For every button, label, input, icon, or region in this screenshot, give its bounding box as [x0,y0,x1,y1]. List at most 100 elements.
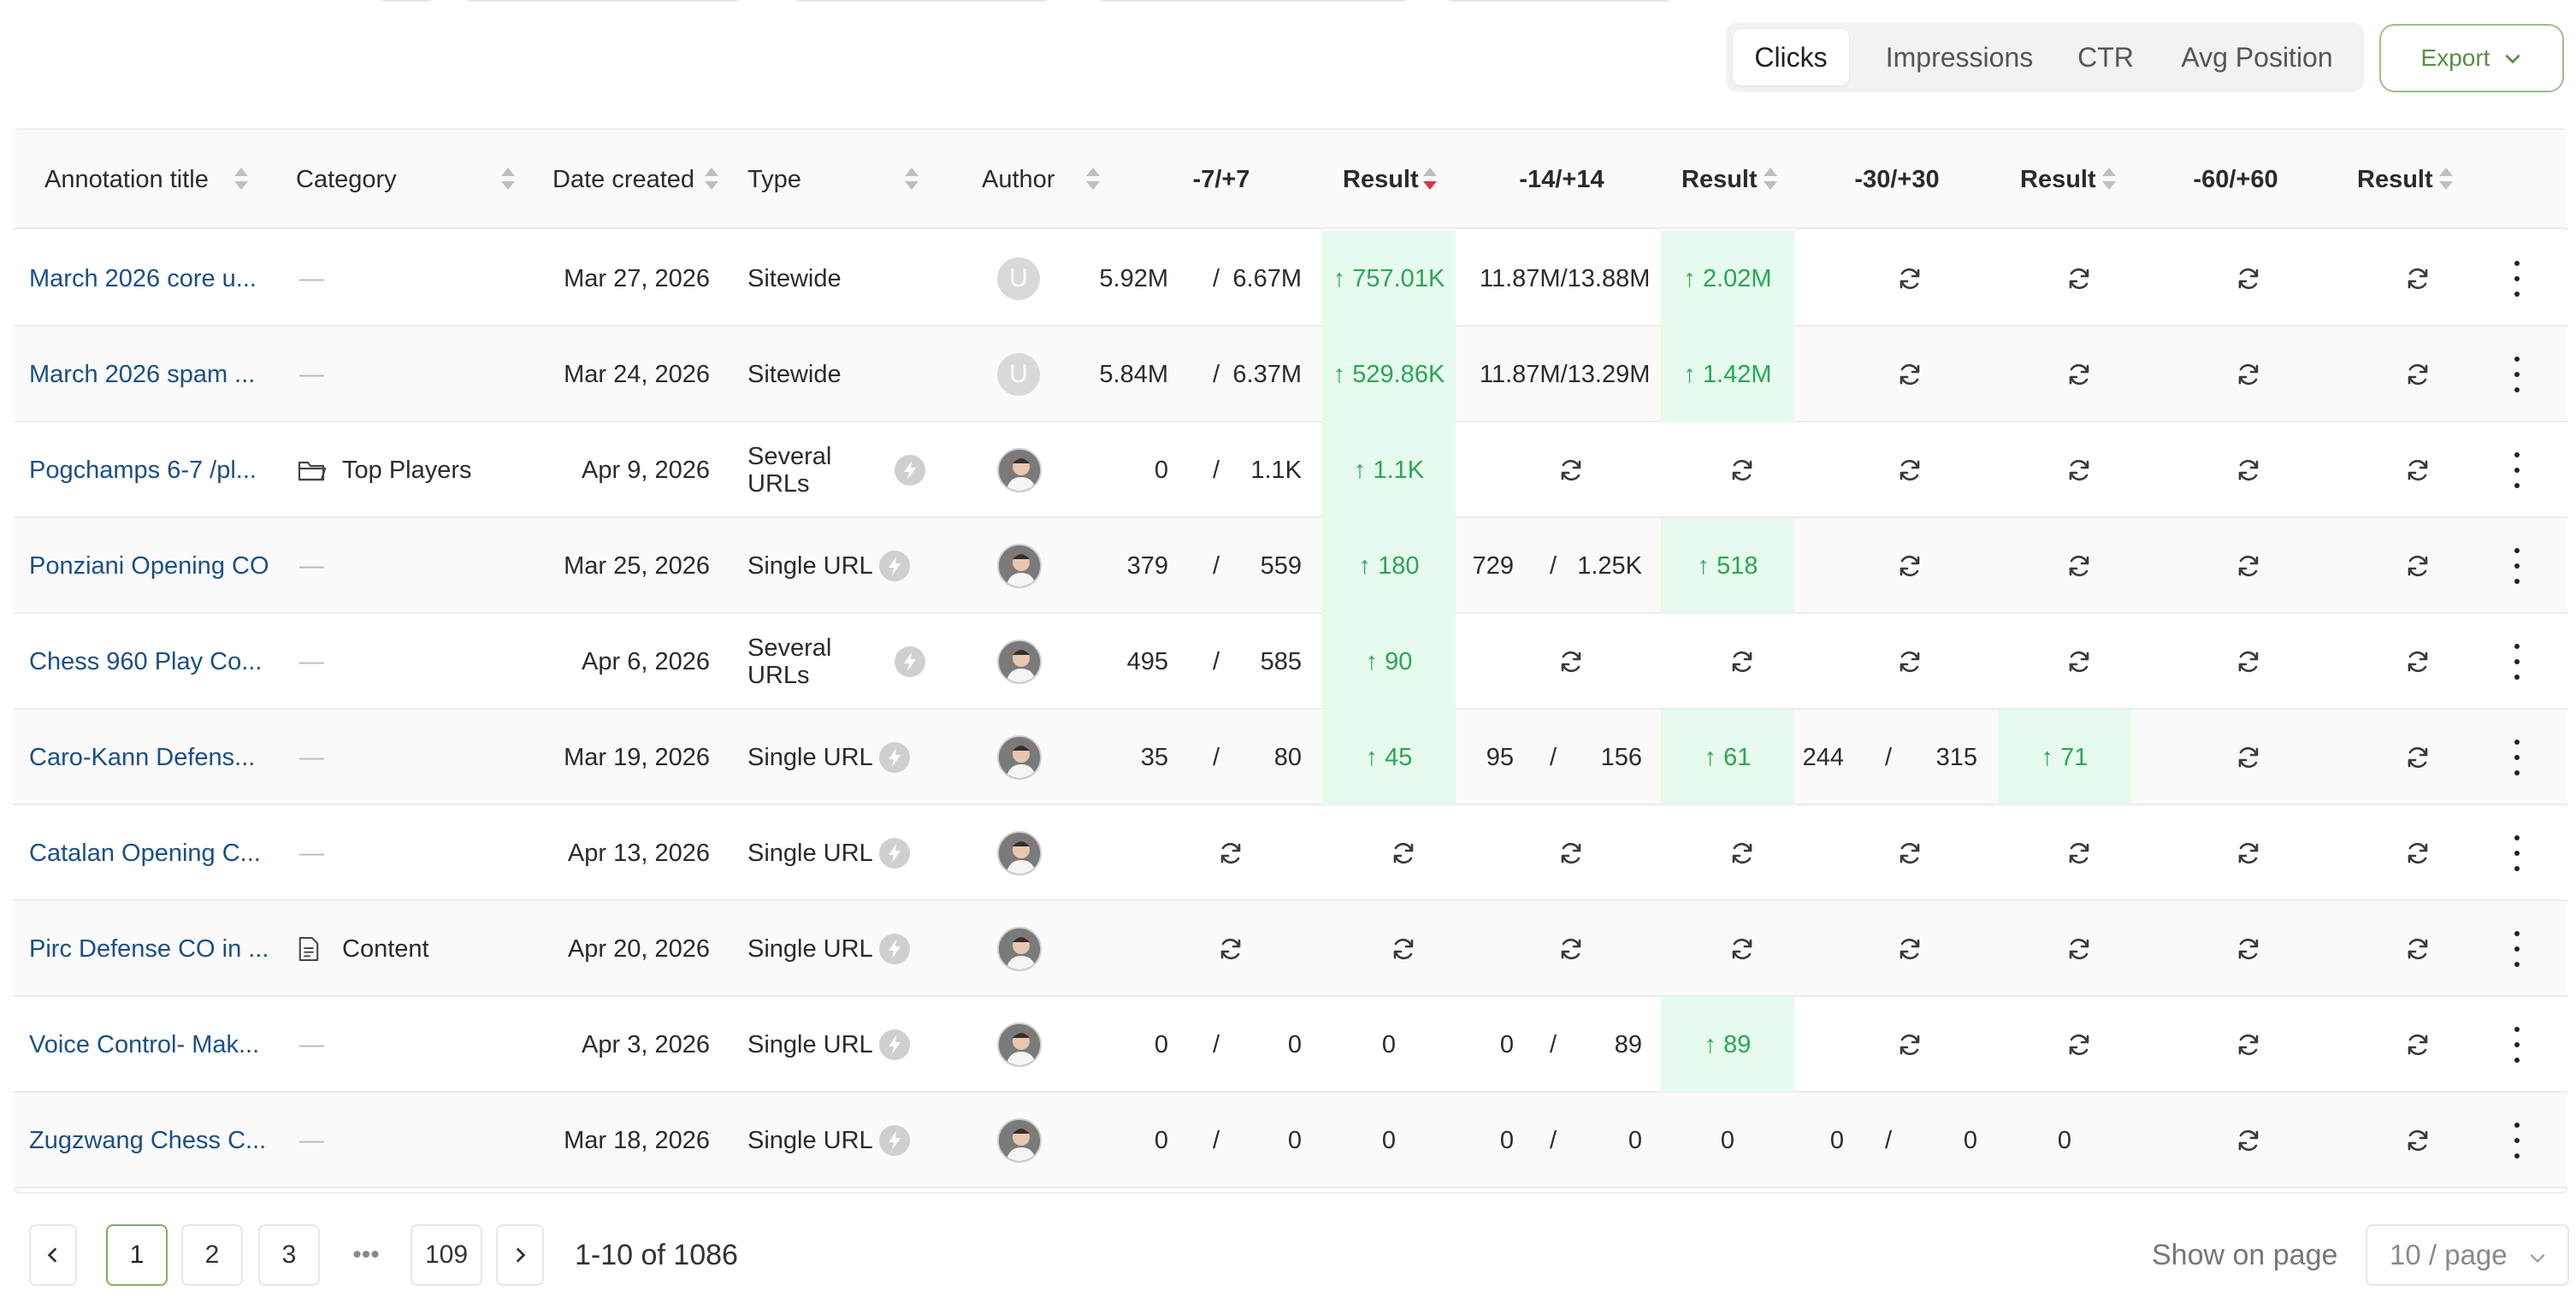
export-button[interactable]: Export [2379,24,2564,92]
annotation-title-link[interactable]: March 2026 spam ... [29,360,256,388]
annotation-title-link[interactable]: Zugzwang Chess C... [29,1126,267,1154]
page-3-button[interactable]: 3 [258,1224,320,1286]
col-result-14[interactable]: Result [1681,165,1758,193]
col-result-60[interactable]: Result [2357,165,2433,193]
refresh-icon[interactable] [1558,649,1584,675]
refresh-icon[interactable] [2405,1128,2431,1153]
refresh-icon[interactable] [1729,649,1755,675]
row-menu-icon[interactable] [2504,1023,2530,1066]
sort-icon-type[interactable] [905,168,919,193]
annotation-title-link[interactable]: Ponziani Opening CO [29,551,269,580]
col-type[interactable]: Type [747,165,801,193]
sort-icon-date[interactable] [705,168,718,193]
filter-select-1[interactable] [376,0,436,2]
table-row[interactable] [14,327,2567,422]
table-row[interactable] [14,518,2567,614]
sort-icon-result-14[interactable] [1764,168,1777,193]
tab-avg-position[interactable]: Avg Position [2181,41,2333,73]
refresh-icon[interactable] [1897,936,1923,962]
sort-icon-result-7[interactable] [1423,168,1437,193]
refresh-icon[interactable] [2236,745,2261,770]
refresh-icon[interactable] [2405,553,2431,579]
page-1-button[interactable]: 1 [106,1224,168,1286]
refresh-icon[interactable] [1558,840,1584,866]
pagination-ellipsis[interactable]: ••• [335,1224,397,1286]
col-annotation-title[interactable]: Annotation title [44,165,209,193]
tab-impressions[interactable]: Impressions [1885,41,2034,73]
refresh-icon[interactable] [2066,840,2092,866]
page-109-button[interactable]: 109 [411,1224,482,1286]
annotation-title-link[interactable]: Voice Control- Mak... [29,1030,260,1058]
col-date-created[interactable]: Date created [552,165,695,193]
row-menu-icon[interactable] [2504,928,2530,970]
sort-icon-title[interactable] [234,168,248,193]
refresh-icon[interactable] [1897,1032,1923,1058]
refresh-icon[interactable] [1729,840,1755,866]
table-row[interactable] [14,1093,2567,1188]
refresh-icon[interactable] [2236,840,2261,866]
refresh-icon[interactable] [2405,1032,2431,1058]
refresh-icon[interactable] [1391,936,1416,962]
refresh-icon[interactable] [2066,649,2092,675]
table-row[interactable] [14,710,2567,805]
refresh-icon[interactable] [1218,840,1244,866]
refresh-icon[interactable] [1391,840,1416,866]
page-2-button[interactable]: 2 [181,1224,243,1286]
refresh-icon[interactable] [2405,457,2431,483]
table-row[interactable] [14,805,2567,901]
refresh-icon[interactable] [2066,1032,2092,1058]
refresh-icon[interactable] [2236,936,2261,962]
refresh-icon[interactable] [2236,457,2261,483]
annotation-title-link[interactable]: Pogchamps 6-7 /pl... [29,456,257,484]
refresh-icon[interactable] [2405,936,2431,962]
row-menu-icon[interactable] [2504,545,2530,587]
refresh-icon[interactable] [2066,457,2092,483]
row-menu-icon[interactable] [2504,1119,2530,1162]
annotation-title-link[interactable]: Pirc Defense CO in ... [29,934,269,963]
row-menu-icon[interactable] [2504,449,2530,492]
table-row[interactable] [14,901,2567,997]
table-row[interactable] [14,614,2567,710]
refresh-icon[interactable] [1729,457,1755,483]
refresh-icon[interactable] [2236,553,2261,579]
filter-select-2[interactable] [462,0,744,2]
refresh-icon[interactable] [1897,266,1923,292]
refresh-icon[interactable] [1897,553,1923,579]
row-menu-icon[interactable] [2504,736,2530,779]
sort-icon-result-30[interactable] [2102,168,2116,193]
refresh-icon[interactable] [2236,1032,2261,1058]
filter-select-5[interactable] [1444,0,1675,2]
refresh-icon[interactable] [2066,362,2092,387]
refresh-icon[interactable] [2236,362,2261,387]
refresh-icon[interactable] [1897,840,1923,866]
table-row[interactable] [14,422,2567,518]
refresh-icon[interactable] [2405,266,2431,292]
refresh-icon[interactable] [2066,553,2092,579]
annotation-title-link[interactable]: Caro-Kann Defens... [29,743,256,771]
annotation-title-link[interactable]: Catalan Opening C... [29,839,261,867]
next-page-button[interactable] [496,1224,544,1286]
filter-select-4[interactable] [1095,0,1411,2]
row-menu-icon[interactable] [2504,257,2530,300]
refresh-icon[interactable] [1897,649,1923,675]
refresh-icon[interactable] [1558,457,1584,483]
refresh-icon[interactable] [2066,266,2092,292]
refresh-icon[interactable] [1558,936,1584,962]
refresh-icon[interactable] [1897,362,1923,387]
sort-icon-category[interactable] [501,168,515,193]
page-size-select[interactable]: 10 / page [2366,1224,2569,1286]
refresh-icon[interactable] [2236,266,2261,292]
tab-ctr[interactable]: CTR [2077,41,2134,73]
col-author[interactable]: Author [982,165,1055,193]
refresh-icon[interactable] [1897,457,1923,483]
refresh-icon[interactable] [2405,840,2431,866]
col-result-30[interactable]: Result [2020,165,2096,193]
row-menu-icon[interactable] [2504,353,2530,396]
refresh-icon[interactable] [2066,936,2092,962]
filter-select-3[interactable] [790,0,1052,2]
annotation-title-link[interactable]: March 2026 core u... [29,264,257,292]
tab-clicks[interactable]: Clicks [1733,29,1849,85]
refresh-icon[interactable] [1729,936,1755,962]
refresh-icon[interactable] [2405,649,2431,675]
refresh-icon[interactable] [1218,936,1244,962]
